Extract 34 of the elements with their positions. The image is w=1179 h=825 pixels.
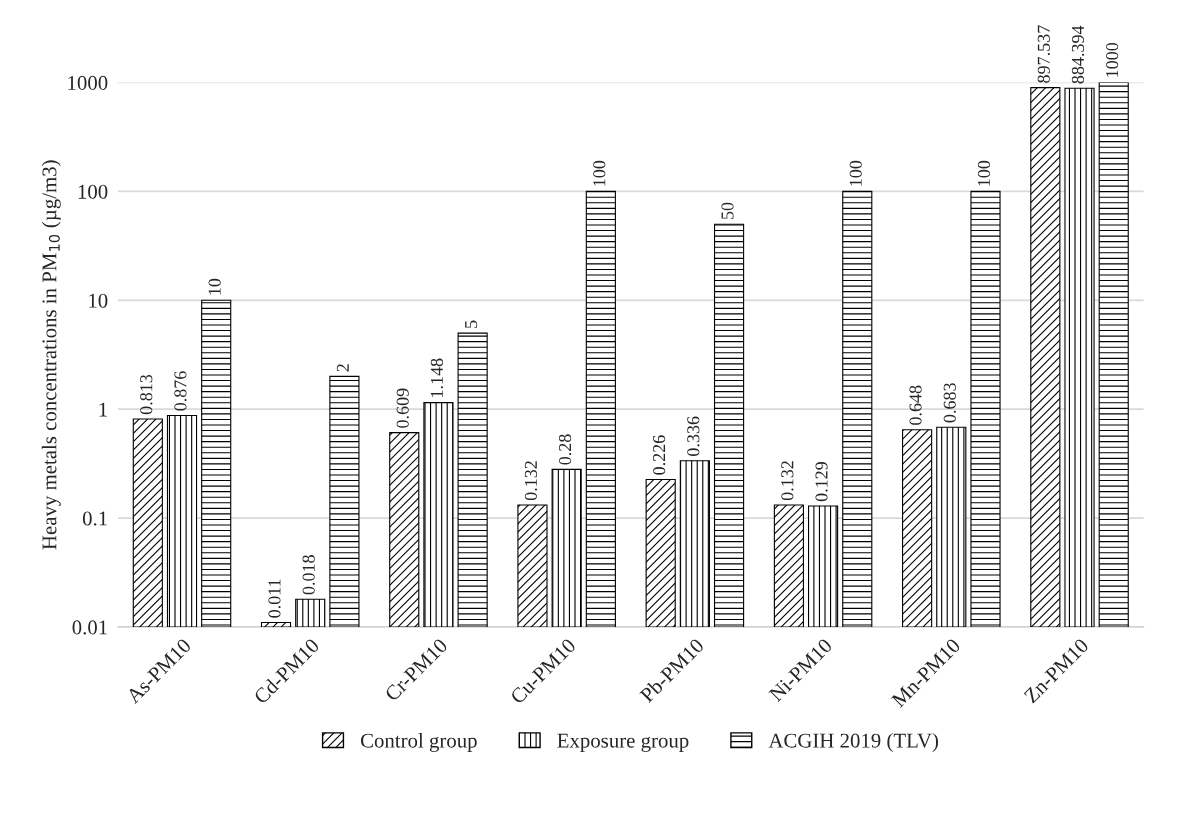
data-label: 5 [465,320,478,328]
data-label: 100 [849,160,862,186]
data-label: 0.28 [558,434,572,465]
data-label: 884.394 [1071,25,1085,84]
legend-label: Exposure group [557,733,689,752]
data-label: 2 [336,364,349,372]
data-label: 100 [977,160,991,186]
data-label: 0.336 [687,416,700,456]
y-tick-label: 10 [89,293,108,308]
data-label: 0.011 [268,579,281,618]
data-label: 50 [721,202,734,219]
y-tick-label: 0.1 [82,511,107,526]
y-tick-label: 100 [78,184,108,199]
data-label: 0.876 [174,371,187,411]
data-label: 0.683 [943,383,956,423]
data-label: 0.648 [909,385,922,425]
data-label: 0.813 [140,374,153,415]
data-label: 1000 [1106,42,1119,77]
data-label: 0.129 [815,462,828,502]
y-tick-label: 1000 [68,75,108,90]
data-label: 0.018 [302,555,315,595]
y-axis-title: Heavy metals concentrations in PM$_{10}$ (µg/m3) [41,160,61,550]
y-tick-label: 1 [99,402,107,417]
y-tick-label: 0.01 [72,620,107,635]
data-label: 897.537 [1037,25,1050,83]
data-label: 100 [593,160,606,186]
data-label: 1.148 [430,358,444,397]
data-label: 0.132 [524,461,538,501]
data-label: 10 [208,278,221,295]
data-label: 0.132 [781,461,794,501]
data-label: 0.609 [396,388,409,428]
data-label: 0.226 [653,435,666,475]
legend-label: Control group [360,733,477,752]
legend-label: ACGIH 2019 (TLV) [768,733,939,752]
